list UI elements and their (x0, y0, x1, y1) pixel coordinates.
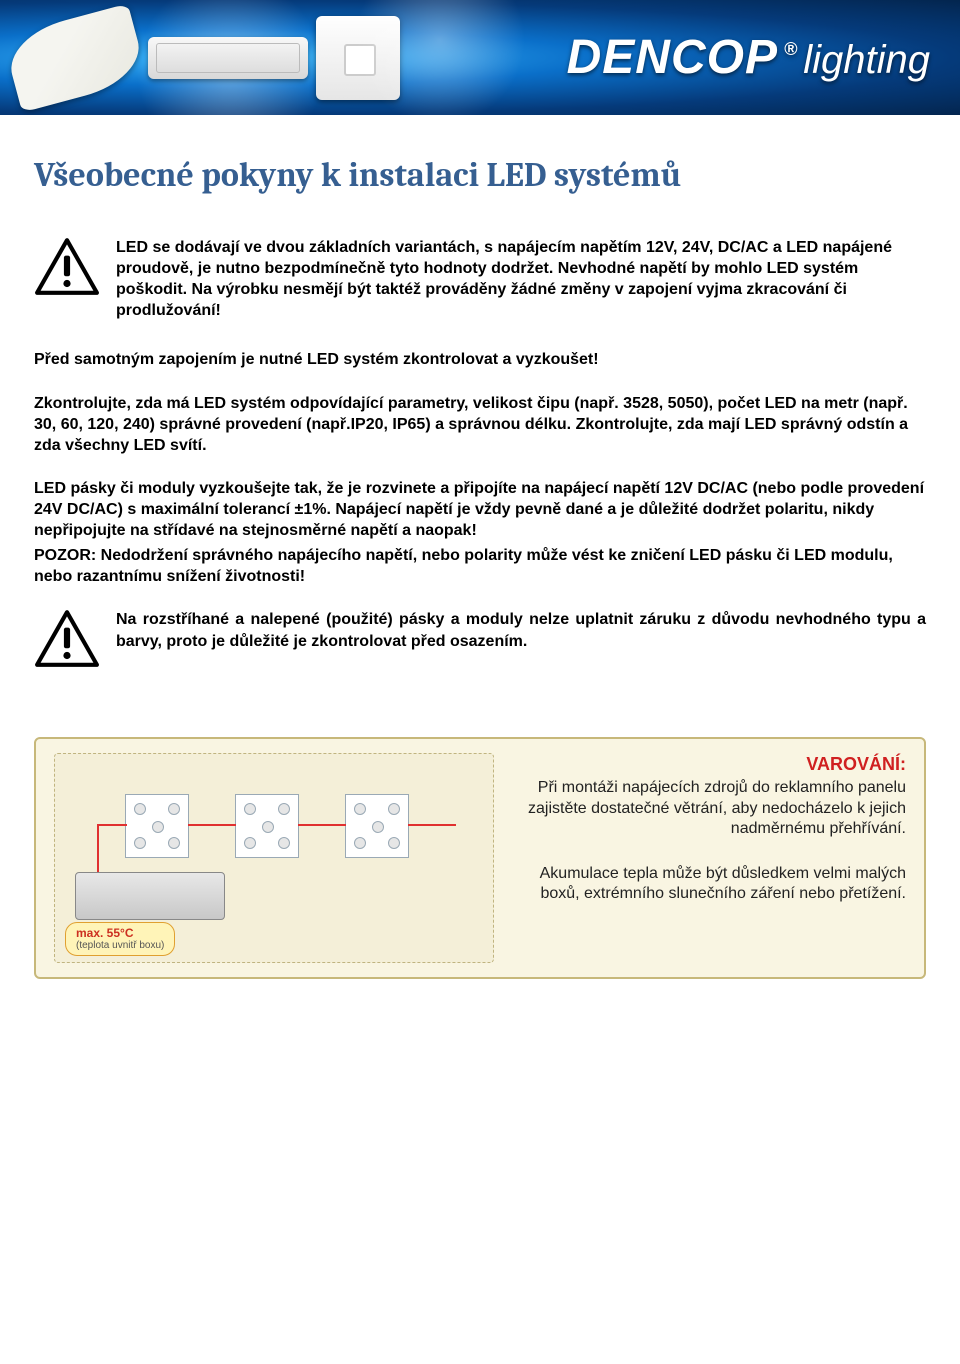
warning-callout-box: max. 55°C (teplota uvnitř boxu) VAROVÁNÍ… (34, 737, 926, 979)
diagram-led-module (125, 794, 189, 858)
diagram-power-supply (75, 872, 225, 920)
badge-line2: (teplota uvnitř boxu) (76, 940, 164, 951)
brand-logo: DENCOP ® lighting (567, 30, 930, 85)
warning-icon (34, 609, 100, 669)
brand-suffix: lighting (803, 38, 930, 83)
paragraph-warranty: Na rozstříhané a nalepené (použité) pásk… (116, 609, 926, 651)
diagram-led-module (235, 794, 299, 858)
header-banner: DENCOP ® lighting (0, 0, 960, 115)
power-supply-image (148, 37, 308, 79)
paragraph-check: Před samotným zapojením je nutné LED sys… (34, 349, 926, 370)
led-strip-image (2, 3, 148, 112)
wiring-diagram: max. 55°C (teplota uvnitř boxu) (54, 753, 494, 963)
intro-warning-row: LED se dodávají ve dvou základních varia… (34, 237, 926, 321)
brand-name: DENCOP (567, 30, 778, 85)
banner-product-images (0, 0, 450, 115)
intro-text-wrap: LED se dodávají ve dvou základních varia… (116, 237, 926, 321)
badge-line1: max. 55°C (76, 926, 134, 940)
diagram-led-module (345, 794, 409, 858)
diagram-wire (188, 824, 236, 826)
max-temp-badge: max. 55°C (teplota uvnitř boxu) (65, 922, 175, 956)
brand-registered: ® (784, 39, 797, 60)
callout-text: VAROVÁNÍ: Při montáži napájecích zdrojů … (512, 753, 906, 904)
page-title: Všeobecné pokyny k instalaci LED systémů (34, 155, 926, 195)
callout-heading: VAROVÁNÍ: (512, 753, 906, 776)
diagram-wire (298, 824, 346, 826)
paragraph-caution: POZOR: Nedodržení správného napájecího n… (34, 545, 926, 587)
warranty-warning-row: Na rozstříhané a nalepené (použité) pásk… (34, 609, 926, 669)
callout-block2: Akumulace tepla může být důsledkem velmi… (512, 864, 906, 905)
diagram-wire (408, 824, 456, 826)
led-module-image (316, 16, 400, 100)
paragraph-test: LED pásky či moduly vyzkoušejte tak, že … (34, 478, 926, 541)
warranty-text-wrap: Na rozstříhané a nalepené (použité) pásk… (116, 609, 926, 651)
document-body: Všeobecné pokyny k instalaci LED systémů… (0, 115, 960, 717)
diagram-wire (99, 824, 127, 826)
intro-paragraph: LED se dodávají ve dvou základních varia… (116, 237, 926, 321)
callout-block1: Při montáži napájecích zdrojů do reklamn… (512, 778, 906, 839)
warning-icon (34, 237, 100, 297)
paragraph-params: Zkontrolujte, zda má LED systém odpovída… (34, 393, 926, 456)
